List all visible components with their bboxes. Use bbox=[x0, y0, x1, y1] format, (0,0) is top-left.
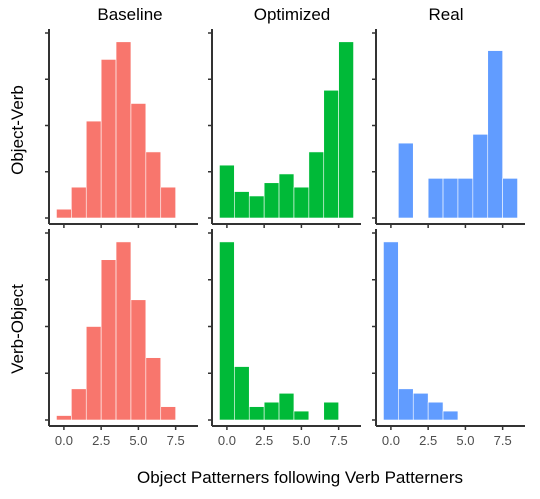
histogram-bar bbox=[130, 103, 147, 219]
x-tick-label: 5.0 bbox=[292, 433, 310, 448]
panel-object-verb-baseline bbox=[45, 29, 198, 228]
x-tick-label: 0.0 bbox=[218, 433, 236, 448]
histogram-bar bbox=[323, 401, 339, 421]
x-tick-label: 5.0 bbox=[456, 433, 474, 448]
panels-layer: 0.0 2.5 5.0 7.5 0.0 2.5 5.0 7.5 0.0 2.5 5.0 7.5 bbox=[45, 29, 525, 448]
histogram-bar bbox=[115, 241, 132, 421]
histogram-bar bbox=[338, 41, 354, 219]
histogram-bar bbox=[472, 134, 489, 219]
histogram-bar bbox=[398, 388, 414, 421]
histogram-bar bbox=[427, 401, 444, 421]
histogram-bar bbox=[219, 164, 235, 219]
column-label-baseline: Baseline bbox=[97, 5, 162, 24]
x-tick-label: 0.0 bbox=[382, 433, 400, 448]
histogram-bar bbox=[248, 406, 265, 421]
histogram-bar bbox=[412, 392, 429, 421]
histogram-bar bbox=[160, 186, 176, 219]
column-label-real: Real bbox=[429, 5, 464, 24]
histogram-bar bbox=[56, 415, 72, 421]
histogram-bar bbox=[56, 208, 72, 219]
histogram-bar bbox=[278, 392, 295, 421]
histogram-bar bbox=[160, 406, 176, 421]
x-axis-title: Object Patterners following Verb Pattern… bbox=[137, 468, 463, 487]
histogram-bar bbox=[71, 186, 87, 219]
panel-verb-object-baseline: 0.0 2.5 5.0 7.5 bbox=[45, 229, 198, 448]
histogram-bar bbox=[323, 89, 339, 219]
panel-object-verb-real bbox=[372, 29, 525, 228]
histogram-bar bbox=[308, 151, 325, 219]
histogram-bar bbox=[278, 173, 295, 219]
histogram-bar bbox=[145, 357, 162, 421]
x-tick-label: 5.0 bbox=[129, 433, 147, 448]
histogram-bar bbox=[293, 410, 310, 421]
x-tick-label: 2.5 bbox=[419, 433, 437, 448]
histogram-bar bbox=[427, 178, 444, 219]
histogram-bar bbox=[457, 178, 474, 219]
panel-verb-object-optimized: 0.0 2.5 5.0 7.5 bbox=[208, 229, 361, 448]
histogram-bar bbox=[234, 366, 250, 421]
histogram-bar bbox=[100, 259, 117, 421]
x-tick-label: 7.5 bbox=[330, 433, 348, 448]
histogram-bar bbox=[219, 241, 235, 421]
x-tick-label: 7.5 bbox=[167, 433, 185, 448]
histogram-bar bbox=[85, 120, 102, 219]
histogram-bar bbox=[293, 186, 310, 219]
histogram-bar bbox=[487, 50, 503, 219]
histogram-bar bbox=[248, 195, 265, 219]
histogram-bar bbox=[130, 299, 147, 421]
row-label-verb-object: Verb-Object bbox=[8, 284, 27, 374]
panel-verb-object-real: 0.0 2.5 5.0 7.5 bbox=[372, 229, 525, 448]
panel-object-verb-optimized bbox=[208, 29, 361, 228]
histogram-bar bbox=[398, 142, 414, 219]
histogram-bar bbox=[71, 388, 87, 421]
x-tick-label: 2.5 bbox=[92, 433, 110, 448]
histogram-bar bbox=[263, 182, 280, 219]
histogram-bar bbox=[85, 326, 102, 421]
column-label-optimized: Optimized bbox=[254, 5, 331, 24]
histogram-bar bbox=[442, 410, 459, 421]
histogram-bar bbox=[145, 151, 162, 219]
histogram-bar bbox=[115, 41, 132, 219]
histogram-bar bbox=[383, 241, 399, 421]
x-tick-label: 0.0 bbox=[55, 433, 73, 448]
histogram-bar bbox=[442, 178, 459, 219]
histogram-bar bbox=[263, 401, 280, 421]
histogram-bar bbox=[234, 191, 250, 219]
x-tick-label: 2.5 bbox=[255, 433, 273, 448]
row-label-object-verb: Object-Verb bbox=[8, 85, 27, 175]
histogram-bar bbox=[100, 59, 117, 219]
x-tick-label: 7.5 bbox=[494, 433, 512, 448]
histogram-bar bbox=[502, 178, 518, 219]
